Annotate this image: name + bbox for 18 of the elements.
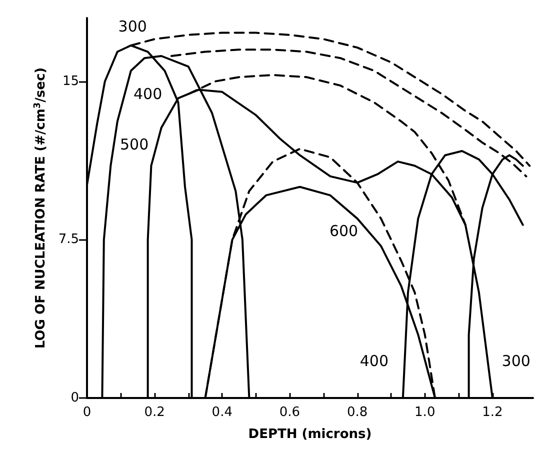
annotation: 300 [118,17,147,36]
annotation: 600 [329,222,358,240]
x-tick-label: 0.4 [212,405,232,420]
x-tick-label: 1.0 [414,405,436,420]
annotation: 500 [120,136,149,154]
x-axis-title: DEPTH (microns) [248,427,372,442]
x-tick-label: 0.2 [144,405,165,420]
y-tick-label: 15 [62,74,79,89]
y-axis-title: LOG OF NUCLEATION RATE (#/cm3/sec) [32,67,48,349]
annotation: 300 [502,352,530,370]
x-tick-label: 0 [82,405,92,420]
annotation: 400 [360,352,389,370]
x-tick-label: 1.2 [482,405,503,420]
x-tick-label: 0.8 [346,405,368,420]
annotation: 400 [134,85,162,103]
y-tick-label: 0 [70,390,79,406]
y-tick-label: 7.5 [58,232,79,248]
x-tick-label: 0.6 [279,405,300,420]
